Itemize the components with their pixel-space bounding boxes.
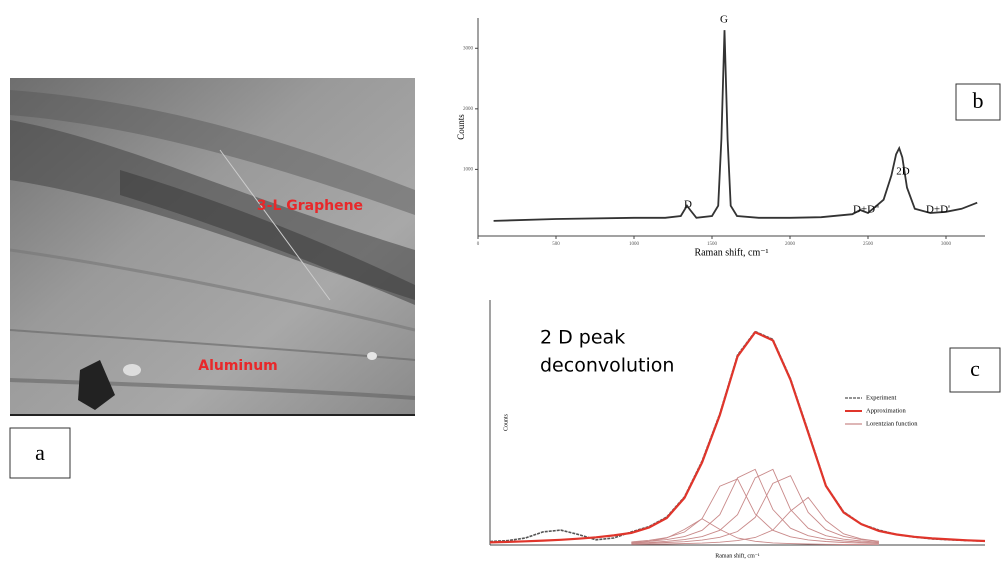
panel-label: a <box>35 440 45 465</box>
x-tick-label: 2000 <box>785 242 796 247</box>
x-tick-label: 1500 <box>707 242 718 247</box>
x-axis-label: Raman shift, cm⁻¹ <box>715 552 760 559</box>
x-axis-label: Raman shift, cm⁻¹ <box>694 247 768 258</box>
y-axis-label: Counts <box>503 413 509 431</box>
x-tick-label: 500 <box>552 242 560 247</box>
y-tick-label: 2000 <box>463 107 474 112</box>
series-line <box>493 30 978 222</box>
series-line <box>631 475 879 545</box>
panel-label-box <box>955 83 1001 121</box>
x-tick-label: 0 <box>477 242 480 247</box>
y-tick-label: 1000 <box>463 168 474 173</box>
peak-label: 2D <box>896 166 910 178</box>
legend-label: Lorentzian function <box>866 420 918 427</box>
sem-image: 3-L Graphene Aluminum <box>10 78 415 415</box>
y-axis-label: Counts <box>456 114 466 140</box>
panel-title: deconvolution <box>540 355 674 377</box>
image-label: Aluminum <box>198 358 278 374</box>
panel-label: b <box>973 88 984 113</box>
series-line <box>631 518 879 546</box>
series-line <box>631 478 879 545</box>
legend-label: Experiment <box>866 394 897 401</box>
peak-label: D <box>684 199 692 211</box>
peak-label: D+D' <box>926 204 950 216</box>
series-line <box>631 468 879 544</box>
legend-label: Approximation <box>866 407 906 414</box>
y-tick-label: 3000 <box>463 46 474 51</box>
image-label: 3-L Graphene <box>257 198 363 214</box>
series-line <box>631 468 879 544</box>
panel-title: 2 D peak <box>540 327 625 349</box>
panel-label-box <box>949 347 1001 393</box>
series-line <box>489 330 986 544</box>
series-line <box>631 496 879 545</box>
peak-label: D+D'' <box>853 204 879 216</box>
x-tick-label: 2500 <box>863 242 874 247</box>
panel-label: c <box>970 356 980 381</box>
x-tick-label: 3000 <box>941 242 952 247</box>
peak-label: G <box>720 14 728 26</box>
panel-label-box <box>9 427 71 479</box>
x-tick-label: 1000 <box>629 242 640 247</box>
